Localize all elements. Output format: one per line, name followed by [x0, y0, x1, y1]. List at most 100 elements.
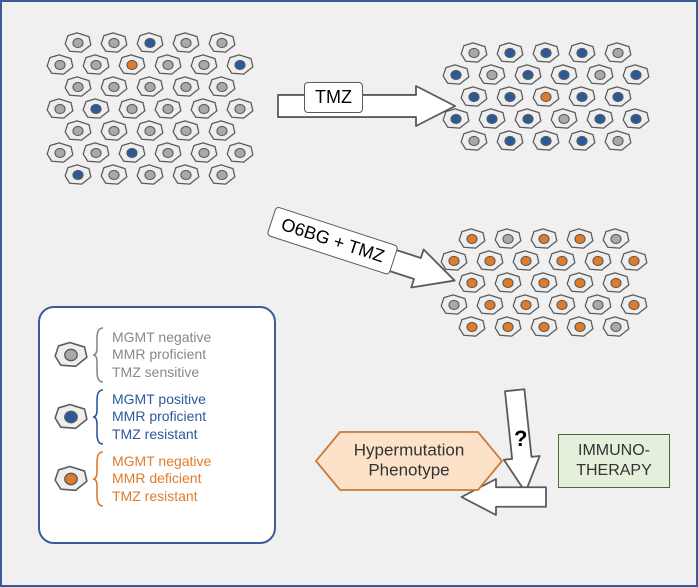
- cell-g: [100, 76, 128, 98]
- cell-g: [118, 98, 146, 120]
- cell-b: [118, 142, 146, 164]
- cell-g: [172, 76, 200, 98]
- cell-g: [208, 164, 236, 186]
- cell-b: [622, 64, 650, 86]
- cell-g: [226, 98, 254, 120]
- cell-o: [494, 272, 522, 294]
- cell-o: [530, 228, 558, 250]
- cell-g: [82, 142, 110, 164]
- legend-line: MMR proficient: [112, 346, 211, 364]
- cell-g: [46, 98, 74, 120]
- cell-g: [136, 76, 164, 98]
- cell-g: [64, 32, 92, 54]
- cell-b: [568, 86, 596, 108]
- legend-row-blue: MGMT positive MMR proficient TMZ resista…: [54, 388, 256, 446]
- cell-g: [208, 120, 236, 142]
- cell-b: [460, 86, 488, 108]
- legend-line: MGMT negative: [112, 453, 211, 471]
- cell-b: [136, 32, 164, 54]
- cell-g: [602, 316, 630, 338]
- cell-g: [460, 130, 488, 152]
- cell-b: [622, 108, 650, 130]
- cell-b: [532, 130, 560, 152]
- cell-g: [550, 108, 578, 130]
- cell-g: [584, 294, 612, 316]
- cell-o: [584, 250, 612, 272]
- legend-cell-icon: [54, 403, 88, 431]
- brace-icon: [92, 450, 106, 508]
- cell-o: [458, 316, 486, 338]
- cell-g: [602, 228, 630, 250]
- cell-o: [620, 294, 648, 316]
- legend-line: MGMT negative: [112, 329, 211, 347]
- hyper-line1: Hypermutation: [314, 441, 504, 461]
- cell-b: [496, 86, 524, 108]
- question-mark: ?: [514, 426, 527, 452]
- cell-g: [226, 142, 254, 164]
- cell-o: [512, 250, 540, 272]
- cell-b: [514, 64, 542, 86]
- cell-b: [514, 108, 542, 130]
- cell-o: [476, 250, 504, 272]
- cell-g: [136, 120, 164, 142]
- cell-o: [530, 316, 558, 338]
- hyper-line2: Phenotype: [314, 461, 504, 481]
- cell-g: [172, 120, 200, 142]
- legend-row-orange: MGMT negative MMR deficient TMZ resistan…: [54, 450, 256, 508]
- cell-b: [226, 54, 254, 76]
- legend-line: MGMT positive: [112, 391, 206, 409]
- cell-b: [496, 130, 524, 152]
- cell-g: [154, 54, 182, 76]
- cell-o: [512, 294, 540, 316]
- immuno-l1: IMMUNO-: [578, 441, 650, 461]
- cell-g: [190, 98, 218, 120]
- cell-o: [620, 250, 648, 272]
- brace-icon: [92, 326, 106, 384]
- cell-g: [154, 98, 182, 120]
- cell-o: [476, 294, 504, 316]
- cell-b: [532, 42, 560, 64]
- label-tmz: TMZ: [304, 82, 363, 113]
- cell-g: [494, 228, 522, 250]
- cell-g: [172, 164, 200, 186]
- legend-text: MGMT negative MMR deficient TMZ resistan…: [112, 453, 211, 506]
- legend-box: MGMT negative MMR proficient TMZ sensiti…: [38, 306, 276, 544]
- legend-line: MMR deficient: [112, 470, 211, 488]
- immuno-l2: THERAPY: [576, 461, 652, 481]
- cell-o: [548, 250, 576, 272]
- cell-g: [586, 64, 614, 86]
- cell-o: [566, 316, 594, 338]
- brace-icon: [92, 388, 106, 446]
- cell-g: [208, 76, 236, 98]
- cell-g: [100, 164, 128, 186]
- cell-g: [172, 32, 200, 54]
- legend-row-gray: MGMT negative MMR proficient TMZ sensiti…: [54, 326, 256, 384]
- cell-o: [566, 228, 594, 250]
- cell-g: [64, 76, 92, 98]
- cell-g: [100, 120, 128, 142]
- hypermutation-hexagon: Hypermutation Phenotype: [314, 430, 504, 492]
- legend-cell-icon: [54, 465, 88, 493]
- legend-line: TMZ resistant: [112, 488, 211, 506]
- cell-b: [586, 108, 614, 130]
- cell-g: [478, 64, 506, 86]
- legend-cell-icon: [54, 341, 88, 369]
- cell-b: [496, 42, 524, 64]
- cell-g: [136, 164, 164, 186]
- cell-g: [82, 54, 110, 76]
- legend-line: TMZ sensitive: [112, 364, 211, 382]
- cell-o: [602, 272, 630, 294]
- legend-line: MMR proficient: [112, 408, 206, 426]
- cell-o: [494, 316, 522, 338]
- cell-g: [46, 142, 74, 164]
- cell-b: [82, 98, 110, 120]
- cell-o: [548, 294, 576, 316]
- cell-o: [118, 54, 146, 76]
- cell-b: [478, 108, 506, 130]
- cell-g: [64, 120, 92, 142]
- cell-b: [550, 64, 578, 86]
- cell-o: [530, 272, 558, 294]
- cell-o: [458, 272, 486, 294]
- cell-g: [604, 42, 632, 64]
- cell-g: [190, 142, 218, 164]
